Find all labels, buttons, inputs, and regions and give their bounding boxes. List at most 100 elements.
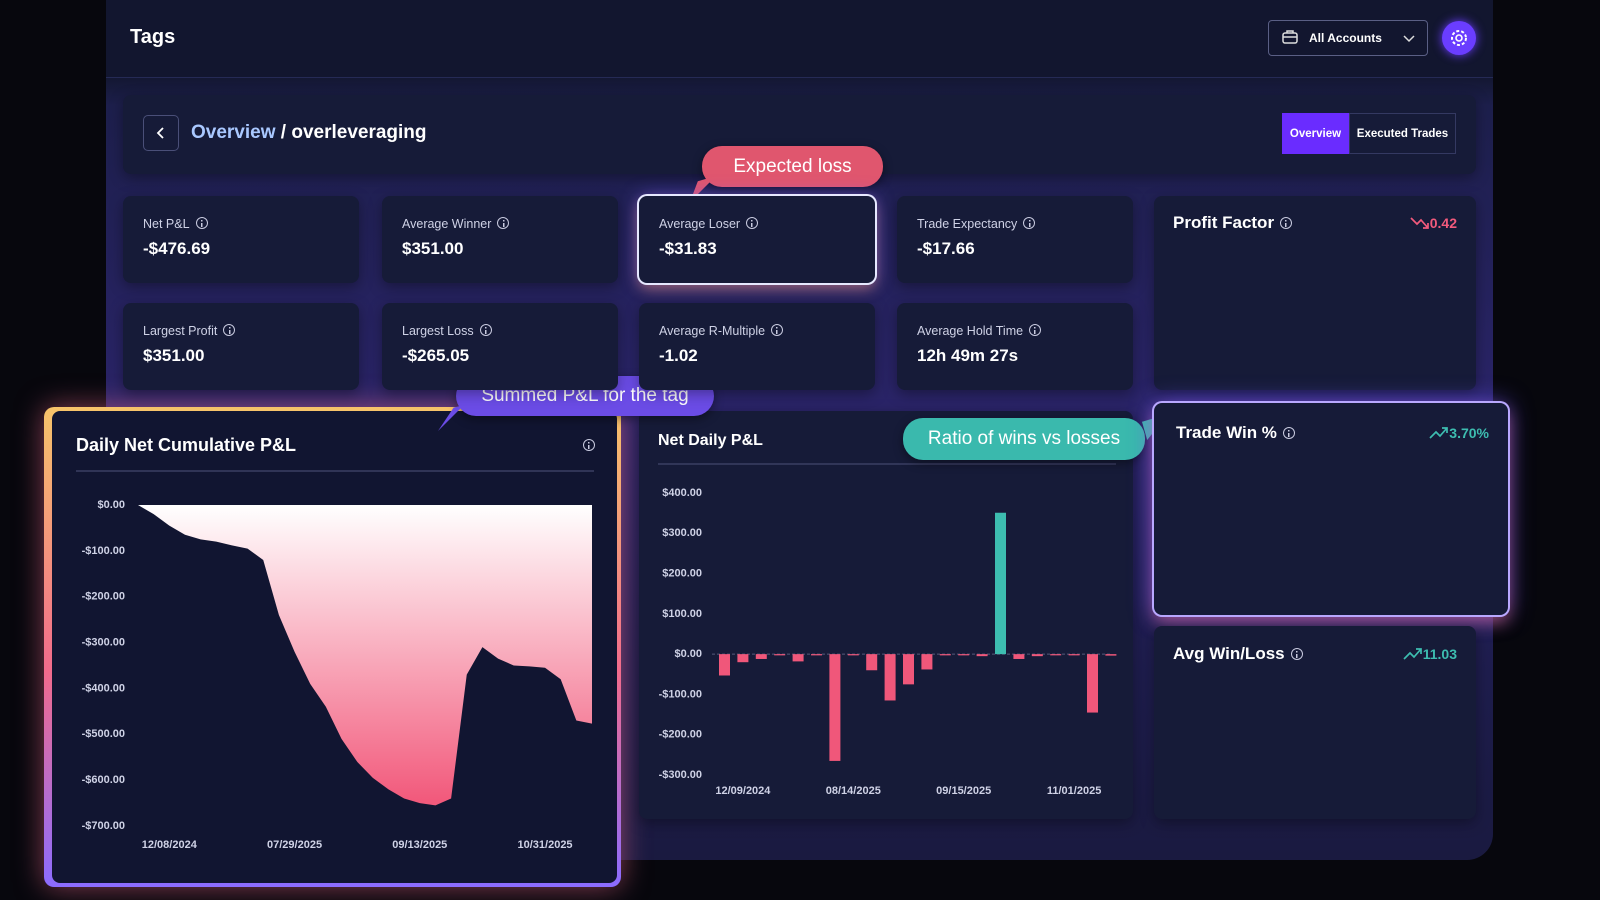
trend-icon [1403, 648, 1422, 660]
tick-label: 10/31/2025 [518, 839, 573, 851]
metric-title-text: Avg Win/Loss [1173, 644, 1285, 663]
metric-title-text: Trade Win % [1176, 423, 1277, 442]
info-icon[interactable] [223, 324, 236, 336]
info-icon[interactable] [583, 439, 595, 451]
tab[interactable]: Executed Trades [1349, 113, 1456, 154]
chart-info [577, 437, 595, 455]
stat-label: Average Loser [659, 217, 759, 231]
tick-label: -$600.00 [82, 774, 125, 786]
chevron-down [1403, 35, 1415, 43]
stat-label-text: Average Hold Time [917, 324, 1024, 338]
stat-value: 12h 49m 27s [917, 346, 1019, 365]
tick-label: -$700.00 [82, 820, 125, 832]
stat-label-text: Average R-Multiple [659, 324, 766, 338]
bar [847, 654, 859, 656]
briefcase-icon [1282, 30, 1298, 44]
bar [1050, 654, 1062, 656]
callout-text: Summed P&L for the tag [481, 385, 689, 406]
bar [1068, 654, 1080, 656]
back-button[interactable] [143, 115, 179, 151]
bar [921, 654, 933, 670]
bar [737, 654, 749, 663]
stat-value: $351.00 [402, 239, 464, 258]
settings-button[interactable] [1442, 21, 1476, 55]
stat-label: Average R-Multiple [659, 324, 784, 338]
metric-card [1154, 403, 1508, 615]
tick-label: 11/01/2025 [1047, 785, 1101, 797]
stat-label: Net P&L [143, 217, 208, 231]
trend-icon [1410, 217, 1429, 229]
daily-card [639, 411, 1133, 819]
tick-label: -$100.00 [82, 545, 125, 557]
back-arrow [156, 127, 164, 139]
info-icon[interactable] [497, 217, 510, 229]
tab-active[interactable]: Overview [1282, 113, 1349, 154]
tick-label: $200.00 [662, 567, 702, 579]
tick-label: 09/13/2025 [392, 839, 447, 851]
bar [1087, 654, 1098, 713]
stat-card [123, 196, 359, 283]
info-icon[interactable] [771, 324, 784, 336]
tick-label: $400.00 [662, 487, 702, 499]
chart-title: Daily Net Cumulative P&L [76, 435, 297, 455]
tick-label: -$500.00 [82, 728, 125, 740]
callout: Ratio of wins vs losses [903, 418, 1145, 460]
tick-label: $0.00 [97, 499, 125, 511]
trend-value: 3.70% [1449, 425, 1489, 441]
info-icon[interactable] [1280, 217, 1293, 229]
stat-label: Average Winner [402, 217, 510, 231]
stat-value: -$476.69 [143, 239, 211, 258]
trend: 11.03 [1154, 646, 1457, 662]
tick-label: $100.00 [662, 608, 702, 620]
tick-label: $300.00 [662, 527, 702, 539]
stat-value: -1.02 [659, 346, 698, 365]
bar [1105, 654, 1117, 656]
metric-title: Profit Factor [1173, 213, 1293, 233]
tick-label: 09/15/2025 [936, 785, 991, 797]
bar [976, 654, 988, 657]
info-icon[interactable] [195, 217, 208, 229]
bar [792, 654, 804, 662]
stat-value: -$17.66 [917, 239, 975, 258]
callout: Expected loss [702, 146, 883, 187]
stat-label-text: Largest Profit [143, 324, 218, 338]
stat-card [897, 303, 1133, 390]
tick-label: 12/08/2024 [142, 839, 198, 851]
callout-text: Expected loss [733, 155, 852, 177]
metric-title: Trade Win % [1176, 423, 1295, 443]
breadcrumb-link[interactable]: Overview [191, 122, 276, 143]
tick-label: 07/29/2025 [267, 839, 322, 851]
trend-value: 0.42 [1429, 215, 1457, 231]
stat-label: Largest Loss [402, 324, 492, 338]
stat-label-text: Trade Expectancy [917, 217, 1018, 231]
tick-label: 12/09/2024 [715, 785, 771, 797]
stat-label-text: Net P&L [143, 217, 190, 231]
tick-label: 08/14/2025 [826, 785, 881, 797]
bar [755, 654, 767, 659]
trend-value: 11.03 [1422, 646, 1457, 662]
info-icon[interactable] [1023, 217, 1036, 229]
tick-label: -$300.00 [659, 769, 702, 781]
info-icon[interactable] [479, 324, 492, 336]
info-icon[interactable] [1029, 324, 1042, 336]
page-title: Tags [130, 26, 176, 48]
stat-card [382, 196, 618, 283]
tick-label: -$300.00 [82, 636, 125, 648]
bar [774, 654, 786, 656]
breadcrumb-separator: / [280, 122, 287, 143]
bar [995, 512, 1006, 655]
account-select-label: All Accounts [1309, 31, 1382, 45]
metric-title: Avg Win/Loss [1173, 644, 1303, 664]
stat-card [639, 196, 875, 283]
callout-text: Ratio of wins vs losses [927, 428, 1121, 449]
account-select[interactable]: All Accounts [1268, 20, 1428, 56]
stat-card [382, 303, 618, 390]
stat-label-text: Average Winner [402, 217, 492, 231]
info-icon[interactable] [746, 217, 759, 229]
info-icon[interactable] [1282, 427, 1295, 439]
info-icon[interactable] [1290, 648, 1303, 660]
area [138, 505, 592, 806]
metric-title-text: Profit Factor [1173, 213, 1275, 232]
stat-card [897, 196, 1133, 283]
